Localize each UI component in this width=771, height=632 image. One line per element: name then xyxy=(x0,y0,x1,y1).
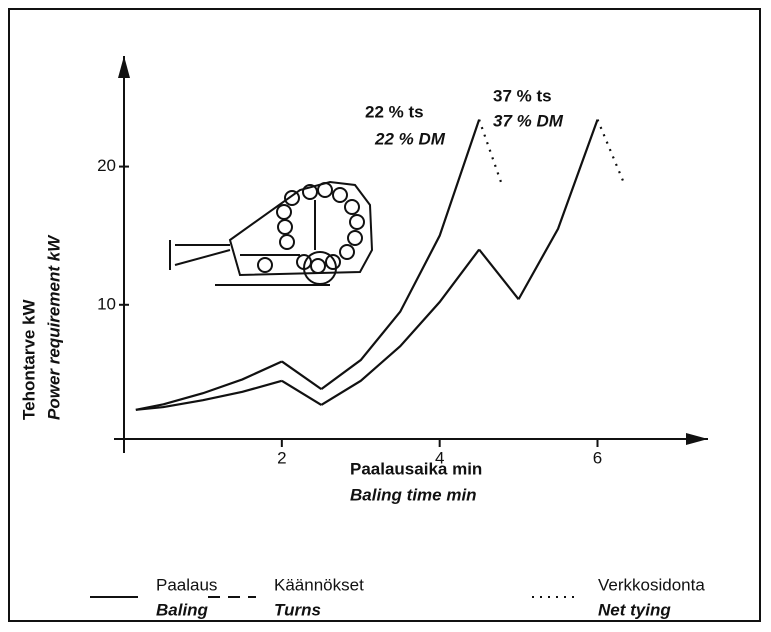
x-axis-label-en: Baling time min xyxy=(350,485,477,504)
y-axis-label: Tehontarve kW xyxy=(19,298,38,420)
baler-illustration xyxy=(169,180,374,286)
y-tick-label: 10 xyxy=(97,294,116,313)
legend-label-en: Net tying xyxy=(598,600,671,619)
y-axis-label-en: Power requirement kW xyxy=(44,234,63,420)
legend-label: Käännökset xyxy=(274,575,364,594)
y-tick-label: 20 xyxy=(97,156,116,175)
frame xyxy=(8,8,761,622)
x-axis-label: Paalausaika min xyxy=(350,459,482,478)
curve xyxy=(517,119,599,300)
y-axis-arrow xyxy=(118,56,130,78)
curve xyxy=(596,119,627,187)
series-label: 22 % ts xyxy=(365,102,424,121)
x-axis-arrow xyxy=(686,433,708,445)
x-tick-label: 6 xyxy=(593,448,602,467)
curve xyxy=(281,360,322,390)
curve xyxy=(320,248,481,406)
x-tick-label: 4 xyxy=(435,448,444,467)
curve xyxy=(135,379,283,411)
series-label-en: 22 % DM xyxy=(374,129,446,148)
series-label: 37 % ts xyxy=(493,86,552,105)
curve xyxy=(135,360,283,411)
series-label-en: 37 % DM xyxy=(493,111,564,130)
x-tick-label: 2 xyxy=(277,448,286,467)
legend-label: Verkkosidonta xyxy=(598,575,705,594)
curve xyxy=(281,379,322,406)
legend-label-en: Baling xyxy=(156,600,209,619)
legend-label-en: Turns xyxy=(274,600,321,619)
legend-label: Paalaus xyxy=(156,575,217,594)
curve xyxy=(478,248,520,300)
curve xyxy=(320,119,481,390)
